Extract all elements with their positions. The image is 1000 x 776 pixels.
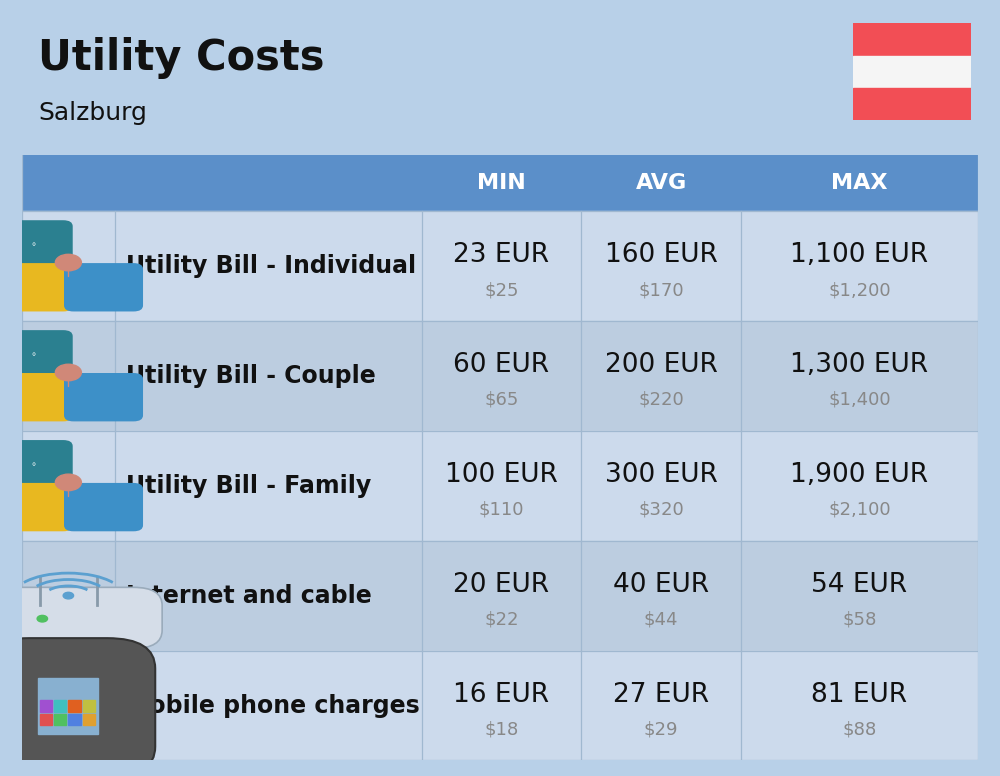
Text: 81 EUR: 81 EUR [811, 681, 908, 708]
Bar [40, 714, 52, 726]
Text: ⚙: ⚙ [31, 242, 35, 247]
Bar [22, 541, 978, 650]
Text: 20 EUR: 20 EUR [453, 572, 549, 598]
Text: Utility Costs: Utility Costs [38, 37, 324, 79]
Text: $1,400: $1,400 [828, 391, 891, 409]
Text: 16 EUR: 16 EUR [453, 681, 549, 708]
Text: 1,900 EUR: 1,900 EUR [790, 462, 929, 487]
Text: 200 EUR: 200 EUR [605, 352, 718, 378]
Text: Internet and cable: Internet and cable [126, 584, 372, 608]
FancyBboxPatch shape [64, 373, 143, 421]
Text: 300 EUR: 300 EUR [605, 462, 718, 487]
Bar [22, 155, 978, 211]
Text: $18: $18 [484, 721, 519, 739]
Bar [83, 700, 95, 712]
Text: 23 EUR: 23 EUR [453, 242, 549, 268]
FancyBboxPatch shape [64, 483, 143, 532]
Text: 100 EUR: 100 EUR [445, 462, 558, 487]
Bar [38, 678, 98, 734]
Text: Utility Bill - Family: Utility Bill - Family [126, 473, 371, 497]
Text: $29: $29 [644, 721, 678, 739]
Text: 54 EUR: 54 EUR [811, 572, 908, 598]
Bar [68, 700, 81, 712]
Circle shape [55, 255, 81, 271]
Text: $25: $25 [484, 281, 519, 299]
Text: $88: $88 [842, 721, 877, 739]
Text: Utility Bill - Couple: Utility Bill - Couple [126, 364, 376, 388]
Bar [68, 714, 81, 726]
Bar [83, 714, 95, 726]
Bar [22, 431, 978, 541]
Bar [40, 700, 52, 712]
Circle shape [37, 615, 48, 622]
FancyBboxPatch shape [0, 587, 162, 649]
Text: $2,100: $2,100 [828, 501, 891, 519]
FancyBboxPatch shape [0, 220, 73, 268]
Text: AVG: AVG [635, 173, 687, 193]
Text: $58: $58 [842, 611, 877, 629]
Text: ⚙: ⚙ [31, 352, 35, 357]
Text: 1,300 EUR: 1,300 EUR [790, 352, 929, 378]
Bar [54, 714, 66, 726]
FancyBboxPatch shape [0, 483, 73, 532]
Text: 40 EUR: 40 EUR [613, 572, 709, 598]
Text: $170: $170 [638, 281, 684, 299]
FancyBboxPatch shape [0, 440, 73, 488]
FancyBboxPatch shape [0, 373, 73, 421]
Text: $44: $44 [644, 611, 678, 629]
Text: $320: $320 [638, 501, 684, 519]
Bar [853, 88, 971, 120]
FancyBboxPatch shape [0, 638, 155, 776]
Text: ⚙: ⚙ [31, 462, 35, 466]
Text: $1,200: $1,200 [828, 281, 891, 299]
Text: Utility Bill - Individual: Utility Bill - Individual [126, 254, 416, 278]
Text: Mobile phone charges: Mobile phone charges [126, 694, 420, 718]
Bar [22, 320, 978, 431]
Bar [54, 700, 66, 712]
Text: 27 EUR: 27 EUR [613, 681, 709, 708]
Text: Salzburg: Salzburg [38, 101, 147, 125]
Bar [853, 56, 971, 88]
Text: $65: $65 [484, 391, 519, 409]
Text: 1,100 EUR: 1,100 EUR [790, 242, 929, 268]
FancyBboxPatch shape [64, 263, 143, 311]
FancyBboxPatch shape [0, 330, 73, 379]
Text: 60 EUR: 60 EUR [453, 352, 549, 378]
Bar [22, 650, 978, 760]
FancyBboxPatch shape [0, 263, 73, 311]
Circle shape [55, 364, 81, 381]
Text: MIN: MIN [477, 173, 526, 193]
Text: $110: $110 [479, 501, 524, 519]
Bar [853, 23, 971, 56]
Bar [22, 211, 978, 320]
Text: 160 EUR: 160 EUR [605, 242, 718, 268]
Circle shape [55, 474, 81, 490]
Text: $22: $22 [484, 611, 519, 629]
Text: $220: $220 [638, 391, 684, 409]
Text: MAX: MAX [831, 173, 888, 193]
Circle shape [63, 592, 74, 599]
